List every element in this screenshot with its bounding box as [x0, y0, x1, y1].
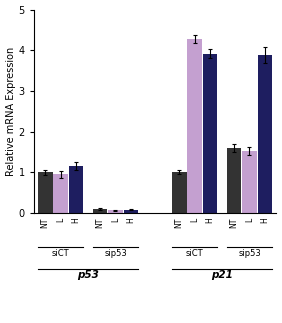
Bar	[172, 172, 186, 213]
Bar	[203, 54, 217, 213]
Text: L: L	[111, 217, 120, 222]
Text: H: H	[205, 217, 214, 223]
Text: H: H	[126, 217, 135, 223]
Bar	[69, 166, 83, 213]
Text: L: L	[56, 217, 65, 222]
Bar	[242, 151, 257, 213]
Text: p53: p53	[77, 270, 99, 280]
Bar	[53, 174, 68, 213]
Bar	[108, 210, 123, 213]
Bar	[124, 210, 138, 213]
Text: NT: NT	[175, 217, 184, 228]
Bar	[93, 209, 107, 213]
Text: siCT: siCT	[186, 249, 203, 258]
Text: NT: NT	[230, 217, 239, 228]
Text: NT: NT	[96, 217, 105, 228]
Y-axis label: Relative mRNA Expression: Relative mRNA Expression	[6, 47, 16, 176]
Text: sip53: sip53	[238, 249, 261, 258]
Text: sip53: sip53	[104, 249, 127, 258]
Bar	[257, 55, 272, 213]
Text: H: H	[260, 217, 269, 223]
Bar	[187, 39, 202, 213]
Text: p21: p21	[211, 270, 233, 280]
Text: NT: NT	[41, 217, 50, 228]
Bar	[38, 172, 52, 213]
Bar	[227, 148, 241, 213]
Text: siCT: siCT	[52, 249, 69, 258]
Text: L: L	[190, 217, 199, 222]
Text: L: L	[245, 217, 254, 222]
Text: H: H	[71, 217, 80, 223]
